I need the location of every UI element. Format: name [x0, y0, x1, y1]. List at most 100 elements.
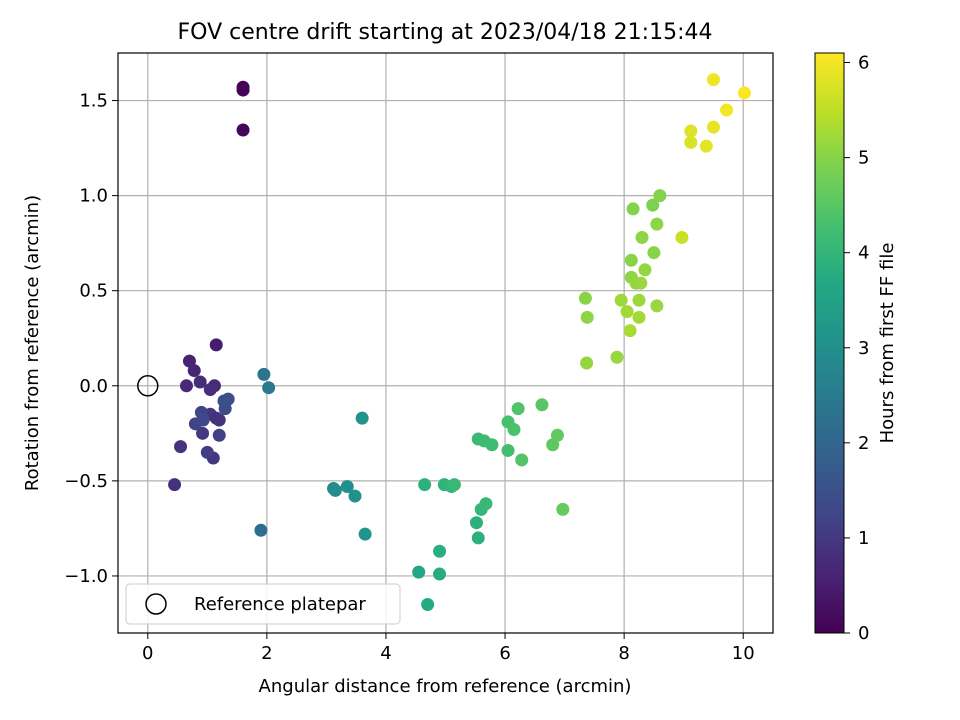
- reference-platepar-marker: [137, 375, 159, 397]
- x-axis-title: Angular distance from reference (arcmin): [259, 676, 632, 697]
- data-point: [653, 189, 667, 203]
- data-point: [635, 230, 649, 244]
- y-tick-label: −0.5: [64, 471, 108, 492]
- data-point: [623, 324, 637, 338]
- data-point: [221, 392, 235, 406]
- x-tick-label: 8: [618, 643, 629, 664]
- data-point: [580, 310, 594, 324]
- x-tick-label: 6: [499, 643, 510, 664]
- data-point: [706, 120, 720, 134]
- plot-background: [118, 53, 773, 633]
- data-point: [684, 135, 698, 149]
- y-axis-ticks: −1.0 −0.5 0.0 0.5 1.0 1.5: [64, 91, 118, 587]
- x-tick-label: 10: [732, 643, 755, 664]
- colorbar-ticks: 0 1 2 3 4 5 6: [844, 53, 869, 644]
- plot-area: 0 2 4 6 8 10 −1.0 −0.5 0.0 0.5 1.0 1.5 Reference p…: [64, 52, 774, 664]
- legend-label: Reference platepar: [194, 594, 366, 615]
- data-point: [501, 443, 515, 457]
- data-point: [624, 253, 638, 267]
- data-point: [706, 73, 720, 87]
- colorbar-tick-label: 2: [858, 433, 869, 454]
- data-point: [469, 516, 483, 530]
- data-point: [348, 489, 362, 503]
- data-point: [358, 527, 372, 541]
- data-point: [632, 293, 646, 307]
- legend-marker-open-circle: [145, 593, 167, 615]
- data-point: [610, 350, 624, 364]
- data-point: [471, 531, 485, 545]
- data-point: [355, 411, 369, 425]
- data-point: [535, 398, 549, 412]
- data-point: [203, 383, 217, 397]
- data-point: [737, 86, 751, 100]
- chart-title: FOV centre drift starting at 2023/04/18 …: [178, 20, 713, 45]
- legend-box: [125, 583, 401, 625]
- data-point: [200, 445, 214, 459]
- colorbar: 0 1 2 3 4 5 6 Hours from first FF file: [814, 52, 898, 644]
- data-point: [328, 483, 342, 497]
- data-point: [418, 478, 432, 492]
- x-tick-label: 4: [380, 643, 391, 664]
- data-point: [675, 230, 689, 244]
- data-point: [236, 123, 250, 137]
- colorbar-title: Hours from first FF file: [877, 243, 898, 444]
- data-point: [340, 480, 354, 494]
- data-point: [187, 364, 201, 378]
- data-point: [650, 299, 664, 313]
- x-axis-ticks: 0 2 4 6 8 10: [142, 633, 755, 664]
- data-point: [193, 375, 207, 389]
- legend: Reference platepar: [125, 583, 401, 625]
- data-point: [699, 139, 713, 153]
- colorbar-tick-label: 1: [858, 528, 869, 549]
- data-point: [626, 202, 640, 216]
- colorbar-tick-label: 4: [858, 243, 869, 264]
- data-point: [684, 124, 698, 138]
- data-point: [168, 478, 182, 492]
- colorbar-tick-label: 3: [858, 338, 869, 359]
- colorbar-tick-label: 0: [858, 623, 869, 644]
- data-point: [447, 478, 461, 492]
- y-tick-label: −1.0: [64, 566, 108, 587]
- data-point: [479, 497, 493, 511]
- data-point: [262, 381, 276, 395]
- x-tick-label: 0: [142, 643, 153, 664]
- data-point: [212, 413, 226, 427]
- colorbar-tick-label: 6: [858, 53, 869, 74]
- data-point: [236, 83, 250, 97]
- data-point: [614, 293, 628, 307]
- colorbar-gradient: [814, 52, 845, 634]
- y-axis-title: Rotation from reference (arcmin): [22, 195, 43, 491]
- data-point: [632, 310, 646, 324]
- data-point: [650, 217, 664, 231]
- data-point: [515, 453, 529, 467]
- data-point: [257, 367, 271, 381]
- x-tick-label: 2: [261, 643, 272, 664]
- data-point: [412, 565, 426, 579]
- y-tick-label: 1.0: [79, 186, 108, 207]
- data-point: [433, 544, 447, 558]
- data-point: [580, 356, 594, 370]
- data-point: [647, 246, 661, 260]
- data-point: [254, 523, 268, 537]
- data-point: [212, 428, 226, 442]
- data-point: [179, 379, 193, 393]
- data-point: [209, 338, 223, 352]
- y-tick-label: 1.5: [79, 91, 108, 112]
- data-point: [646, 198, 660, 212]
- data-point: [507, 423, 521, 437]
- data-point: [720, 103, 734, 117]
- colorbar-tick-label: 5: [858, 148, 869, 169]
- data-point: [433, 567, 447, 581]
- data-point: [421, 597, 435, 611]
- data-point: [634, 276, 648, 290]
- data-point: [578, 291, 592, 305]
- data-point: [620, 305, 634, 319]
- y-tick-label: 0.0: [79, 376, 108, 397]
- y-tick-label: 0.5: [79, 281, 108, 302]
- plot-frame: [117, 52, 774, 634]
- data-point: [556, 502, 570, 516]
- data-point: [550, 428, 564, 442]
- data-point: [174, 440, 188, 454]
- data-point: [196, 426, 210, 440]
